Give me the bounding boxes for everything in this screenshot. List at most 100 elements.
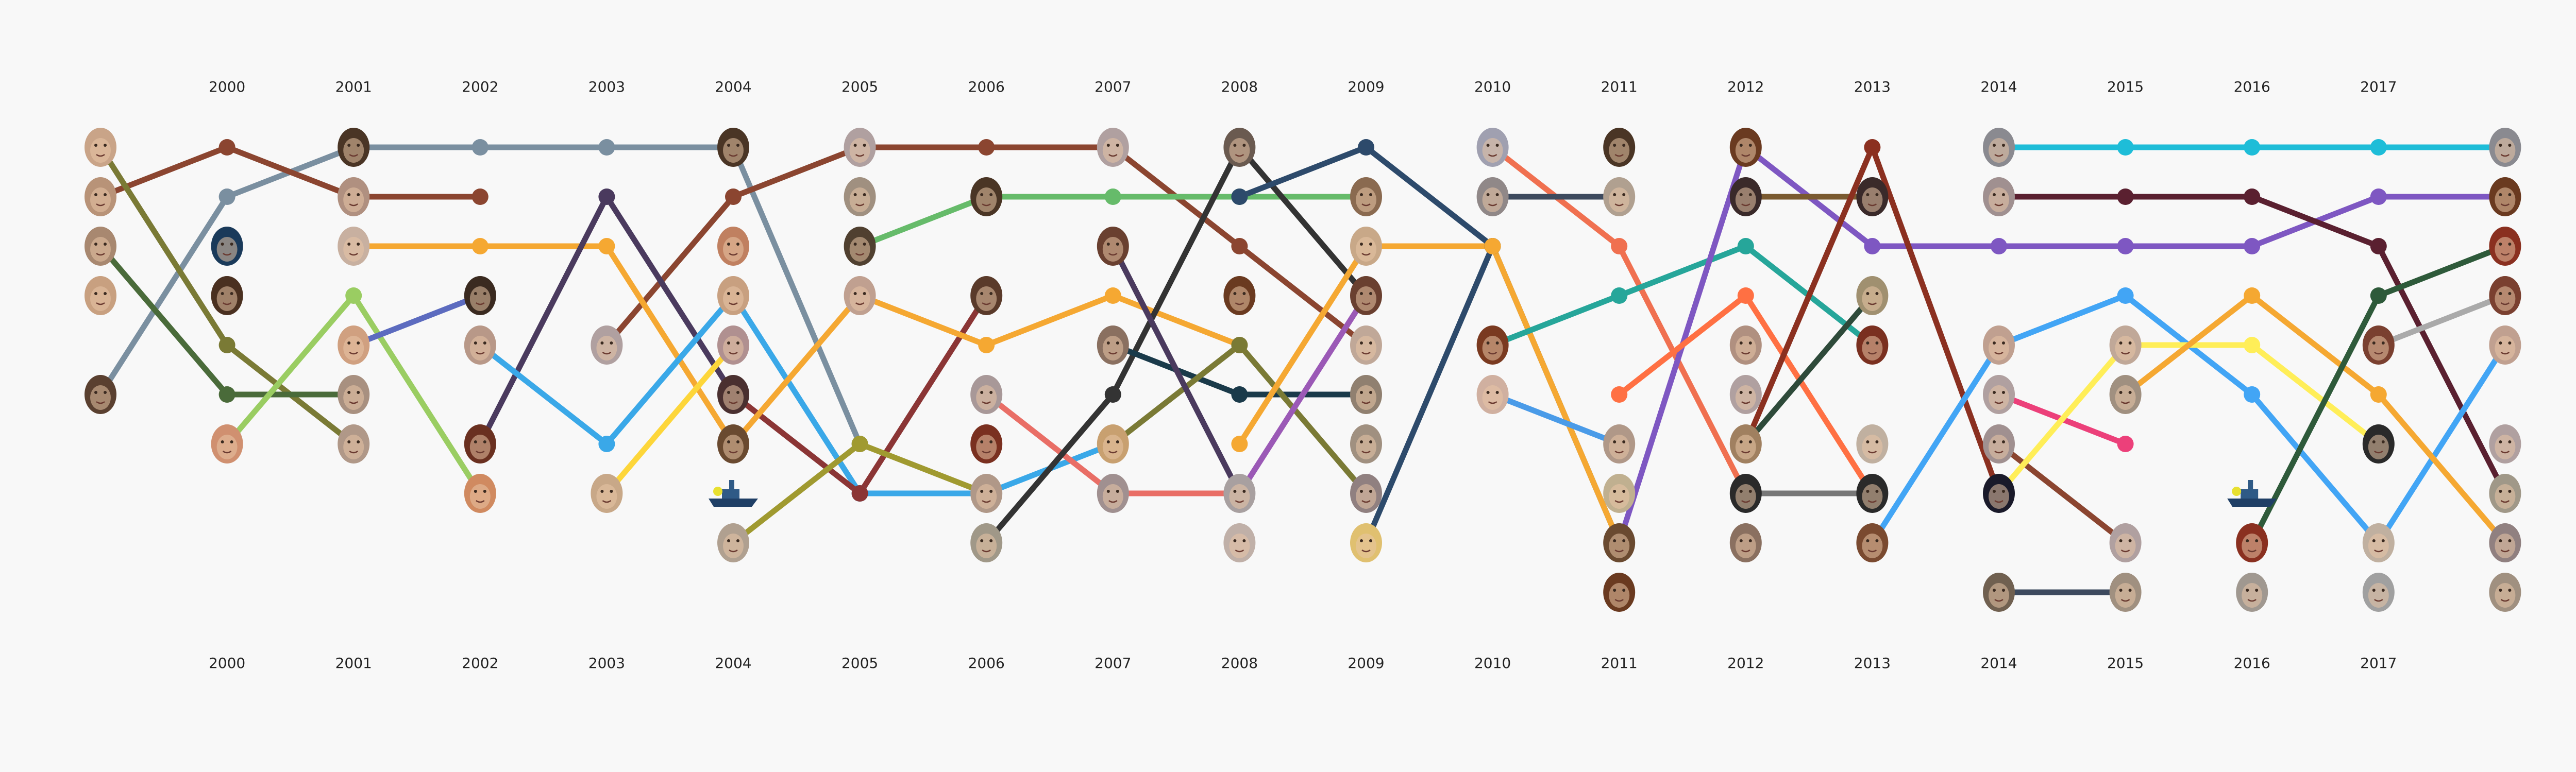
- eye-icon: [736, 341, 739, 345]
- face-skin-icon: [1229, 138, 1250, 163]
- eye-icon: [863, 193, 866, 196]
- mouth-icon: [1994, 450, 2003, 454]
- portrait-marker: [1350, 523, 1382, 562]
- face-skin-icon: [1609, 583, 1630, 608]
- mouth-icon: [2500, 252, 2510, 256]
- portrait-marker: [1097, 128, 1129, 167]
- series-line: [350, 293, 483, 348]
- mouth-icon: [96, 203, 105, 207]
- mouth-icon: [1741, 549, 1750, 553]
- year-tick-label-bottom: 2006: [968, 655, 1005, 672]
- portrait-marker: [2362, 424, 2395, 464]
- portrait-marker: [338, 325, 370, 365]
- portrait-marker: [1603, 573, 1636, 612]
- eye-icon: [727, 391, 730, 394]
- mouth-icon: [1867, 351, 1877, 355]
- eye-icon: [1369, 243, 1372, 246]
- portrait-marker: [85, 128, 116, 167]
- portrait-marker: [1856, 424, 1889, 464]
- eye-icon: [863, 144, 866, 147]
- mouth-icon: [982, 302, 991, 305]
- mouth-icon: [222, 252, 232, 256]
- mouth-icon: [1108, 252, 1118, 256]
- year-tick-label-top: 2000: [209, 78, 245, 95]
- face-skin-icon: [1862, 534, 1883, 558]
- eye-icon: [1369, 490, 1372, 493]
- mouth-icon: [2500, 598, 2510, 602]
- mouth-icon: [1361, 450, 1371, 454]
- series-line: [1490, 391, 1622, 447]
- eye-icon: [1495, 144, 1499, 147]
- eye-icon: [2508, 193, 2512, 196]
- face-skin-icon: [2368, 583, 2389, 608]
- mouth-icon: [1994, 598, 2003, 602]
- mouth-icon: [349, 153, 358, 157]
- series-point: [218, 337, 235, 353]
- ship-deck-icon: [722, 489, 739, 499]
- eye-icon: [2381, 341, 2385, 345]
- eye-icon: [2002, 490, 2005, 493]
- face-skin-icon: [1989, 583, 2009, 608]
- eye-icon: [863, 243, 866, 246]
- face-skin-icon: [2495, 336, 2516, 361]
- mouth-icon: [1741, 203, 1750, 207]
- mouth-icon: [1741, 450, 1750, 454]
- portrait-marker: [970, 375, 1003, 414]
- face-skin-icon: [2495, 583, 2516, 608]
- mouth-icon: [1235, 549, 1244, 553]
- mouth-icon: [729, 252, 738, 256]
- portrait-marker: [2109, 375, 2142, 414]
- year-tick-label-bottom: 2008: [1221, 655, 1258, 672]
- eye-icon: [1613, 539, 1617, 542]
- series-point: [2117, 287, 2134, 304]
- series-point: [2370, 287, 2387, 304]
- face-skin-icon: [723, 435, 744, 459]
- portrait-marker: [211, 227, 243, 266]
- face-skin-icon: [1229, 484, 1250, 509]
- eye-icon: [853, 144, 857, 147]
- eye-icon: [1748, 391, 1752, 394]
- face-skin-icon: [1735, 336, 1756, 361]
- year-tick-label-top: 2015: [2107, 78, 2144, 95]
- portrait-marker: [2489, 325, 2521, 365]
- series-line: [1236, 144, 1622, 546]
- mouth-icon: [476, 450, 485, 454]
- series-point: [978, 337, 995, 353]
- face-skin-icon: [1482, 385, 1503, 410]
- eye-icon: [2002, 193, 2005, 196]
- eye-icon: [853, 243, 857, 246]
- face-skin-icon: [469, 336, 491, 361]
- ship-hull-icon: [2227, 499, 2277, 507]
- portrait-marker: [1223, 474, 1256, 513]
- mouth-icon: [1614, 549, 1624, 553]
- face-skin-icon: [1356, 237, 1376, 262]
- eye-icon: [357, 440, 360, 443]
- eye-icon: [2119, 539, 2123, 542]
- eye-icon: [1993, 589, 1996, 592]
- face-skin-icon: [216, 435, 238, 459]
- eye-icon: [1613, 589, 1617, 592]
- mouth-icon: [2500, 203, 2510, 207]
- eye-icon: [2119, 391, 2123, 394]
- eye-icon: [2499, 292, 2502, 295]
- eye-icon: [347, 341, 351, 345]
- eye-icon: [104, 243, 107, 246]
- portrait-marker: [1603, 177, 1636, 216]
- eye-icon: [1875, 292, 1879, 295]
- portrait-marker: [1350, 276, 1382, 315]
- eye-icon: [1233, 292, 1237, 295]
- eye-icon: [1622, 589, 1626, 592]
- portrait-marker: [1729, 474, 1762, 513]
- portrait-marker: [1603, 474, 1636, 513]
- face-skin-icon: [343, 138, 364, 163]
- portrait-marker: [970, 276, 1003, 315]
- eye-icon: [1360, 193, 1363, 196]
- face-skin-icon: [1102, 237, 1123, 262]
- eye-icon: [2508, 490, 2512, 493]
- mouth-icon: [729, 450, 738, 454]
- face-skin-icon: [1735, 385, 1756, 410]
- eye-icon: [989, 440, 993, 443]
- portrait-marker: [338, 375, 370, 414]
- portrait-marker: [2109, 523, 2142, 562]
- eye-icon: [1866, 440, 1870, 443]
